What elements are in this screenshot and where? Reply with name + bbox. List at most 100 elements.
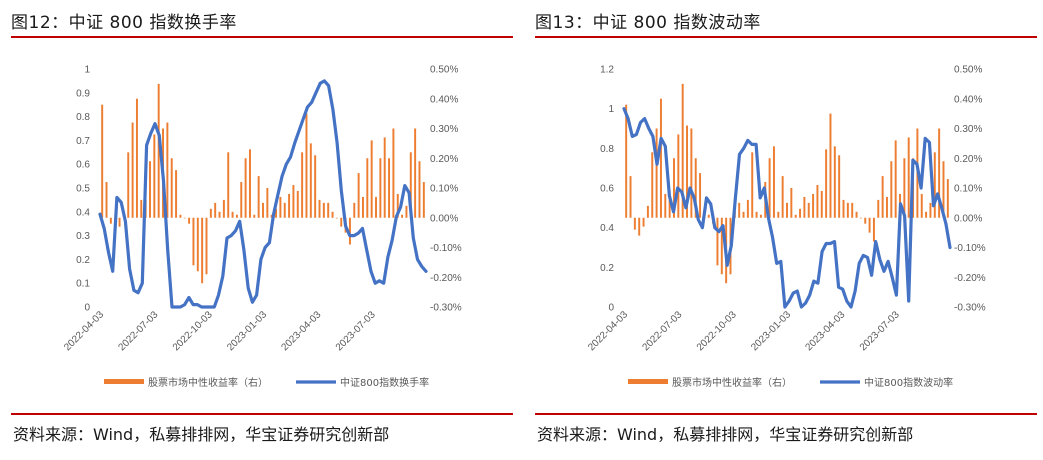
return-bar	[946, 179, 949, 218]
return-bar	[253, 214, 256, 218]
return-bar	[868, 217, 871, 233]
y-right-tick-label: -0.20%	[954, 273, 986, 284]
y-left-tick-label: 0.6	[76, 160, 90, 171]
x-tick-label: 2022-04-03	[62, 309, 106, 353]
source-rule	[535, 413, 1037, 415]
return-bar	[812, 193, 815, 218]
return-bar	[353, 202, 356, 218]
return-bar	[651, 152, 654, 218]
return-bar	[625, 104, 628, 218]
legend-label: 股票市场中性收益率（右）	[672, 376, 792, 389]
return-bar	[109, 217, 112, 224]
return-bar	[633, 217, 636, 230]
title-rule	[535, 36, 1037, 38]
return-bar	[920, 193, 923, 218]
return-bar	[331, 211, 334, 218]
return-bar	[305, 113, 308, 218]
return-bar	[357, 173, 360, 218]
legend-label: 中证800指数波动率	[864, 376, 953, 389]
return-bar	[855, 211, 858, 218]
return-bar	[738, 202, 741, 218]
y-left-tick-label: 0.6	[600, 184, 614, 195]
return-bar	[759, 214, 762, 218]
return-bar	[894, 140, 897, 218]
return-bar	[742, 211, 745, 218]
y-left-tick-label: 0.2	[76, 255, 90, 266]
return-bar	[105, 182, 108, 218]
y-right-tick-label: 0.20%	[430, 154, 458, 165]
x-tick-label: 2022-07-03	[117, 309, 161, 353]
return-bar	[781, 176, 784, 218]
y-left-tick-label: 0.9	[76, 88, 90, 99]
x-tick-label: 2023-07-03	[858, 309, 902, 353]
return-bar	[673, 158, 675, 218]
source-rule	[11, 413, 513, 415]
source-note: 资料来源：Wind，私募排排网，华宝证券研究创新部	[537, 425, 914, 444]
return-bar	[101, 104, 104, 218]
return-bar	[929, 202, 932, 218]
return-bar	[777, 211, 780, 218]
return-bar	[803, 196, 806, 218]
return-bar	[807, 202, 810, 218]
return-bar	[322, 202, 325, 218]
return-bar	[383, 137, 386, 218]
return-bar	[127, 152, 130, 218]
title-rule	[11, 36, 513, 38]
y-left-tick-label: 0	[84, 303, 90, 314]
legend-bar-swatch	[104, 379, 144, 384]
y-right-tick-label: -0.10%	[430, 243, 462, 254]
return-bar	[820, 190, 823, 218]
return-bar	[175, 170, 178, 218]
return-bar	[707, 214, 710, 218]
return-bar	[668, 199, 671, 218]
return-bar	[392, 128, 395, 218]
return-bar	[768, 158, 771, 218]
return-bar	[799, 208, 802, 218]
return-bar	[790, 188, 793, 218]
return-bar	[205, 217, 208, 275]
index-line	[98, 79, 428, 309]
return-bar	[279, 196, 282, 218]
return-bar	[135, 98, 138, 218]
return-bar	[366, 158, 369, 218]
return-bar	[318, 199, 321, 218]
return-bar	[746, 199, 749, 218]
volatility-chart: 1.2 1 0.8 0.6 0.4 0.2 0 0.50% 0.40% 0.30% 0.20% 0.1…	[586, 65, 986, 390]
return-bar	[903, 158, 906, 218]
return-bar	[716, 217, 719, 266]
y-left-tick-label: 0.8	[600, 144, 614, 155]
return-bar	[418, 161, 421, 218]
return-bar	[694, 158, 697, 218]
x-tick-label: 2023-07-03	[334, 309, 378, 353]
return-bar	[925, 211, 928, 218]
return-bar	[851, 202, 854, 218]
return-bar	[659, 98, 662, 218]
return-bar	[296, 190, 299, 218]
x-tick-label: 2023-01-03	[749, 309, 793, 353]
return-bar	[183, 217, 186, 219]
return-bar	[864, 217, 867, 224]
y-right-tick-label: 0.10%	[954, 184, 982, 195]
return-bar	[833, 146, 836, 218]
return-bar	[118, 217, 121, 227]
figure-13-panel: 图13：中证 800 指数波动率 1.2 1 0.8 0.6 0.4 0.2 0 0.50% 0…	[524, 0, 1043, 460]
return-bar	[248, 149, 251, 218]
return-bar	[222, 199, 225, 218]
x-tick-label: 2022-10-03	[171, 309, 215, 353]
return-bar	[699, 173, 702, 218]
return-bar	[157, 83, 160, 218]
return-bar	[720, 217, 723, 275]
return-bar	[231, 211, 234, 218]
return-bar	[933, 152, 936, 218]
index-line	[622, 107, 952, 309]
x-tick-label: 2022-10-03	[695, 309, 739, 353]
y-right-tick-label: 0.50%	[954, 65, 982, 76]
y-right-tick-label: -0.20%	[430, 273, 462, 284]
y-right-tick-label: 0.10%	[430, 184, 458, 195]
figure-12-panel: 图12：中证 800 指数换手率 1 0.9 0.8 0.7 0.6 0.5 0.4 0.3 0…	[0, 0, 519, 460]
x-tick-label: 2023-04-03	[280, 309, 324, 353]
return-bar	[348, 217, 351, 245]
return-bar	[872, 217, 875, 242]
return-bar	[179, 214, 182, 218]
return-bar	[681, 83, 684, 218]
